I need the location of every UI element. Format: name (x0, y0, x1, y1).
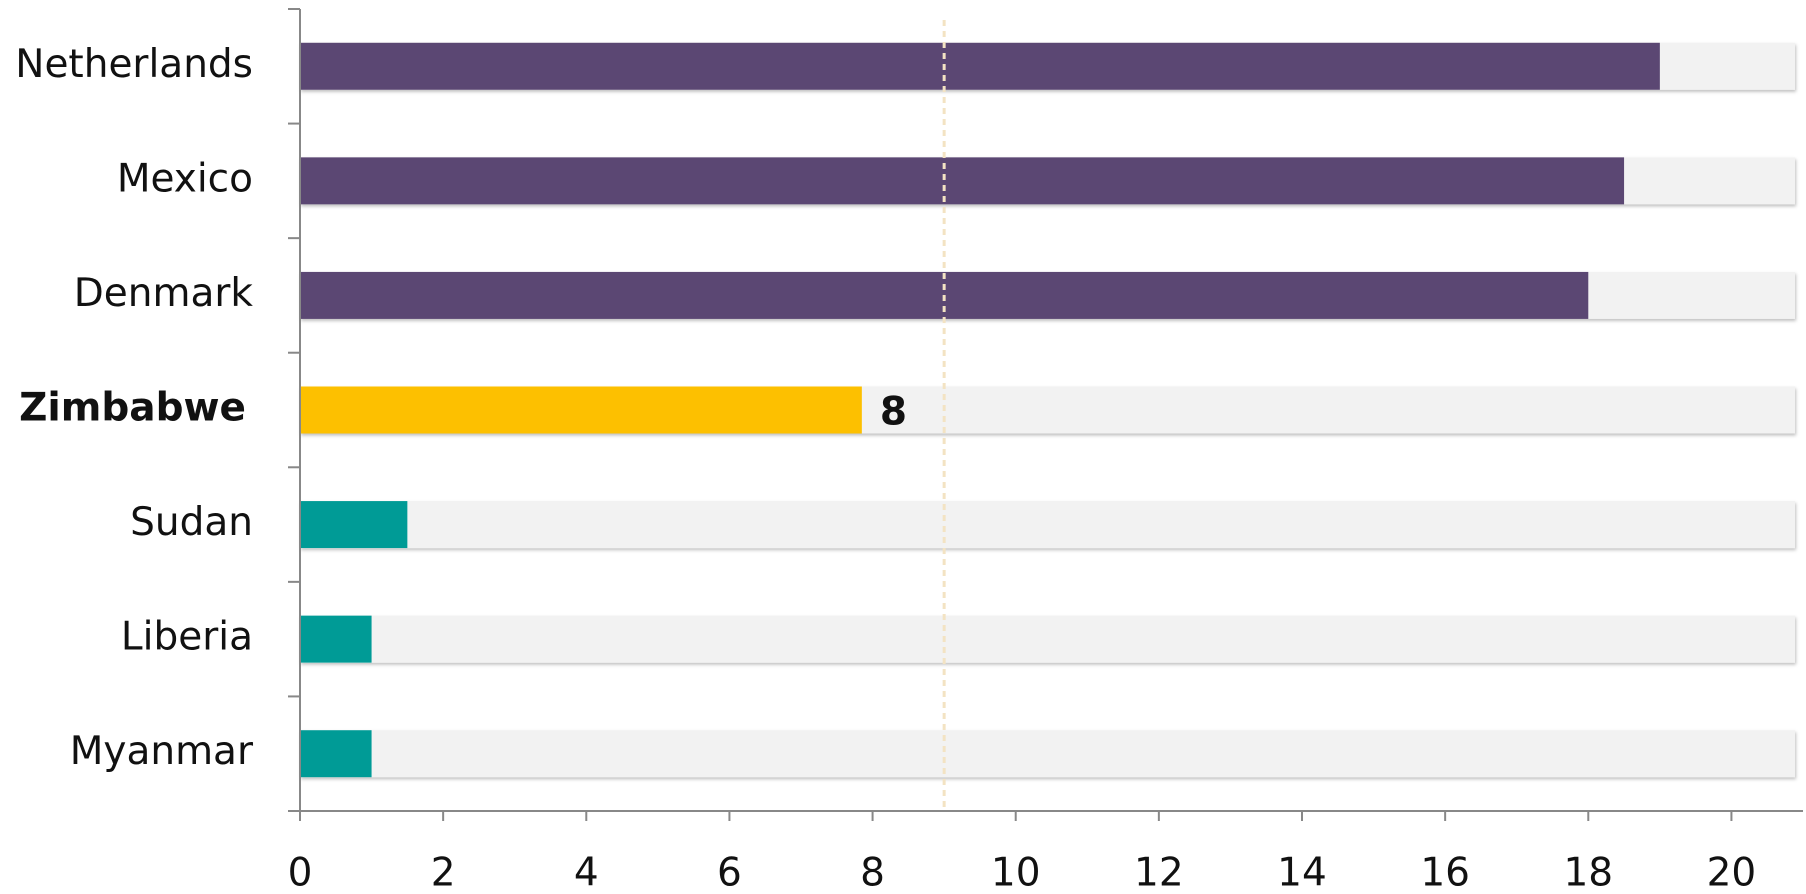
y-tick-label: Liberia (121, 615, 253, 660)
y-tick-label: Mexico (117, 156, 253, 201)
y-tick-label: Sudan (130, 500, 253, 545)
x-tick-label: 0 (288, 851, 313, 894)
y-tick-label: Netherlands (15, 42, 253, 87)
bar (300, 386, 862, 434)
x-tick-label: 6 (717, 851, 742, 894)
y-tick-label: Myanmar (70, 729, 254, 774)
x-tick-label: 10 (991, 851, 1041, 894)
x-tick-label: 18 (1563, 851, 1613, 894)
x-tick-label: 16 (1420, 851, 1470, 894)
x-tick-label: 8 (860, 851, 885, 894)
bar-track (300, 501, 1795, 549)
x-tick-label: 2 (431, 851, 456, 894)
bar (300, 42, 1660, 90)
x-tick-label: 4 (574, 851, 599, 894)
bar-track (300, 615, 1795, 663)
bar-track (300, 730, 1795, 778)
x-tick-label: 20 (1707, 851, 1757, 894)
x-tick-label: 12 (1134, 851, 1184, 894)
bar (300, 730, 372, 778)
y-tick-label: Zimbabwe (19, 386, 246, 431)
bar (300, 615, 372, 663)
y-tick-label: Denmark (74, 271, 254, 316)
bar (300, 157, 1625, 205)
bar (300, 501, 408, 549)
value-label: 8 (880, 390, 907, 435)
x-tick-label: 14 (1277, 851, 1327, 894)
